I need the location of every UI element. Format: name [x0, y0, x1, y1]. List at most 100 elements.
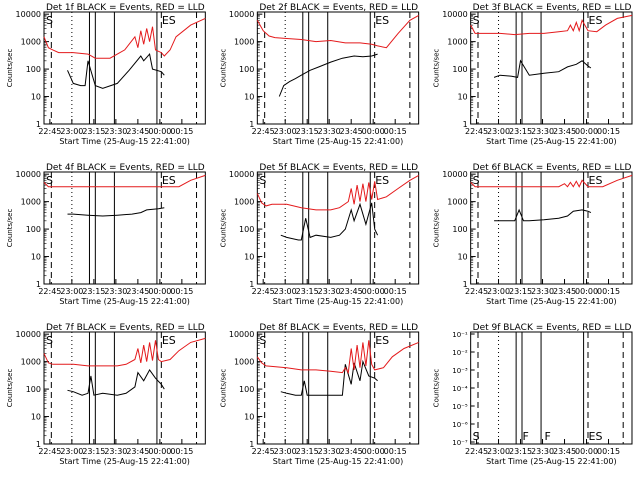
series-lld-line: [256, 174, 419, 211]
y-axis-label: Counts/sec: [219, 49, 227, 88]
panel-title: Det 6f BLACK = Events, RED = LLD: [473, 163, 632, 173]
event-marker-label: ES: [589, 430, 603, 443]
x-tick-label: 00:00: [362, 287, 385, 296]
y-tick-label: 1: [463, 120, 468, 129]
y-tick-label: 1000: [21, 198, 41, 207]
x-tick-label: 00:00: [575, 447, 598, 456]
y-tick-label: 1000: [21, 38, 41, 47]
x-tick-label: 23:30: [318, 447, 341, 456]
y-axis-label: Counts/sec: [433, 369, 441, 408]
plot-frame: [43, 331, 206, 445]
x-tick-label: 23:30: [531, 127, 554, 136]
panel-title: Det 8f BLACK = Events, RED = LLD: [259, 323, 418, 333]
y-tick-label: 100: [239, 385, 254, 394]
x-tick-label: 23:00: [274, 287, 297, 296]
x-tick-label: 00:00: [148, 127, 171, 136]
event-marker-label: S: [46, 334, 53, 347]
x-tick-label: 22:45: [465, 127, 488, 136]
x-tick-label: 00:15: [170, 127, 193, 136]
event-marker-label: S: [259, 174, 266, 187]
panel-7: Det 7f BLACK = Events, RED = LLD 1 10 100 10…: [6, 323, 206, 466]
x-tick-label: 23:30: [318, 127, 341, 136]
y-axis-label: Counts/sec: [6, 49, 14, 88]
y-tick-label: 10: [31, 253, 41, 262]
panel-5: Det 5f BLACK = Events, RED = LLD 1 10 100 10…: [219, 163, 420, 306]
x-tick-label: 00:00: [575, 127, 598, 136]
series-events-line: [67, 368, 165, 396]
y-tick-label: 10: [244, 413, 254, 422]
x-tick-label: 00:15: [384, 447, 407, 456]
x-tick-label: 00:15: [384, 287, 407, 296]
event-marker-label: S: [473, 430, 480, 443]
y-tick-label: 1000: [21, 358, 41, 367]
plot-frame: [470, 171, 633, 285]
x-tick-label: 23:15: [296, 287, 319, 296]
series-events-line: [493, 59, 592, 78]
x-axis-label: Start Time (25-Aug-15 22:41:00): [273, 297, 404, 306]
x-axis-label: Start Time (25-Aug-15 22:41:00): [486, 297, 617, 306]
x-tick-label: 23:30: [104, 127, 127, 136]
x-tick-label: 23:00: [60, 287, 83, 296]
x-tick-label: 23:00: [274, 447, 297, 456]
event-marker-label: ES: [375, 334, 389, 347]
plot-frame: [470, 331, 633, 445]
y-tick-label: 10⁻³: [452, 367, 468, 375]
y-axis-label: Counts/sec: [433, 49, 441, 88]
panel-4: Det 4f BLACK = Events, RED = LLD 1 10 100 10…: [6, 163, 206, 306]
y-tick-label: 10⁻⁶: [452, 421, 468, 429]
x-tick-label: 23:45: [126, 287, 149, 296]
panel-1: Det 1f BLACK = Events, RED = LLD 1 10 100 10…: [6, 3, 206, 146]
x-tick-label: 23:00: [274, 127, 297, 136]
x-tick-label: 00:00: [575, 287, 598, 296]
series-lld-line: [256, 14, 419, 49]
series-lld-line: [43, 17, 206, 59]
y-tick-label: 10000: [16, 10, 41, 19]
x-tick-label: 23:15: [509, 287, 532, 296]
y-tick-label: 10: [244, 93, 254, 102]
x-axis-label: Start Time (25-Aug-15 22:41:00): [486, 137, 617, 146]
panel-title: Det 5f BLACK = Events, RED = LLD: [259, 163, 418, 173]
x-tick-label: 23:15: [82, 447, 105, 456]
x-tick-label: 00:00: [362, 127, 385, 136]
event-marker-label: S: [46, 174, 53, 187]
series-lld-line: [43, 174, 206, 188]
y-tick-label: 1000: [234, 198, 254, 207]
panel-title: Det 2f BLACK = Events, RED = LLD: [259, 3, 418, 13]
event-marker-label: ES: [589, 174, 603, 187]
y-tick-label: 1: [36, 440, 41, 449]
x-tick-label: 23:15: [82, 287, 105, 296]
x-tick-label: 22:45: [38, 127, 61, 136]
panel-2: Det 2f BLACK = Events, RED = LLD 1 10 100 10…: [219, 3, 420, 146]
x-tick-label: 23:00: [487, 127, 510, 136]
y-axis-label: Counts/sec: [6, 369, 14, 408]
x-tick-label: 23:45: [126, 447, 149, 456]
y-tick-label: 100: [26, 225, 41, 234]
y-tick-label: 100: [26, 65, 41, 74]
x-tick-label: 23:30: [531, 447, 554, 456]
x-tick-label: 23:45: [553, 447, 576, 456]
x-axis-label: Start Time (25-Aug-15 22:41:00): [273, 457, 404, 466]
x-tick-label: 00:15: [597, 127, 620, 136]
x-tick-label: 00:15: [384, 127, 407, 136]
event-marker-label: F: [545, 430, 551, 443]
series-events-line: [280, 359, 378, 396]
x-tick-label: 22:45: [252, 287, 275, 296]
panel-3: Det 3f BLACK = Events, RED = LLD 1 10 100 10…: [433, 3, 633, 146]
x-tick-label: 23:00: [487, 447, 510, 456]
x-tick-label: 23:45: [340, 127, 363, 136]
y-tick-label: 1000: [447, 38, 467, 47]
y-tick-label: 100: [452, 65, 467, 74]
series-events-line: [67, 53, 165, 89]
y-tick-label: 1: [36, 280, 41, 289]
panel-9: Det 9f BLACK = Events, RED = LLD 10⁻¹ 10⁻²…: [433, 323, 633, 466]
x-tick-label: 23:45: [126, 127, 149, 136]
plot-frame: [256, 331, 420, 445]
y-tick-label: 1: [463, 280, 468, 289]
series-lld-line: [43, 337, 206, 367]
x-tick-label: 23:00: [487, 287, 510, 296]
event-marker-label: ES: [162, 334, 176, 347]
x-tick-label: 23:15: [296, 127, 319, 136]
x-axis-label: Start Time (25-Aug-15 22:41:00): [486, 457, 617, 466]
event-marker-label: S: [259, 334, 266, 347]
